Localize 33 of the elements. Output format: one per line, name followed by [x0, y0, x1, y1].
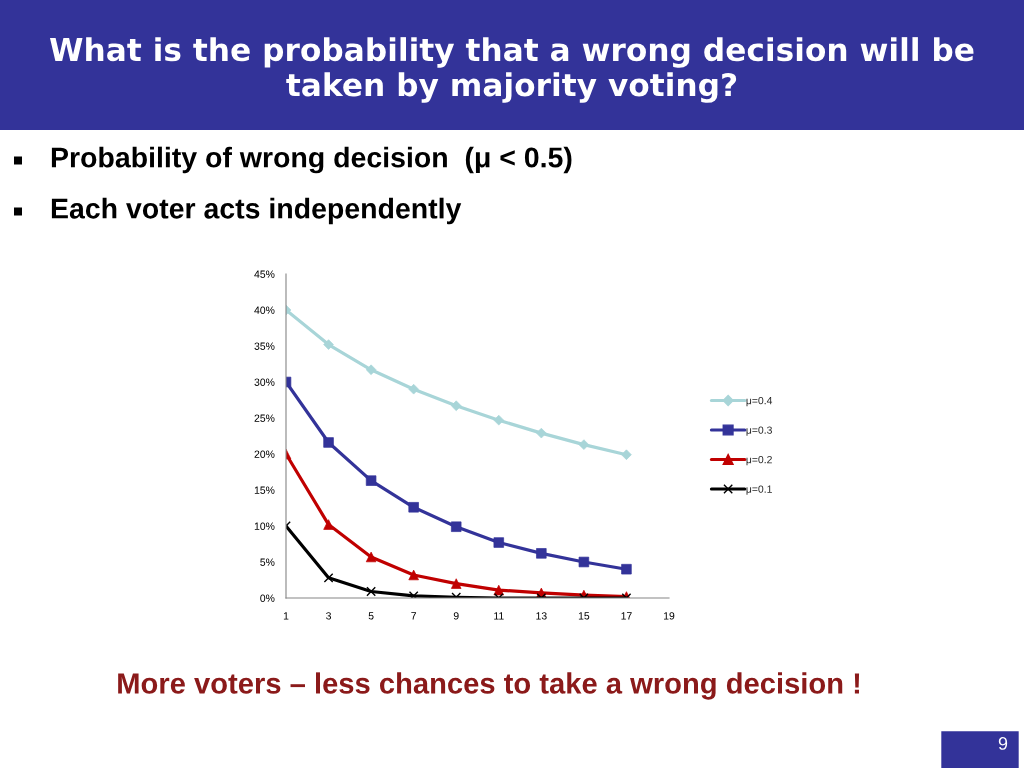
y-tick-label: 5% [260, 558, 275, 566]
chart-title: What is the probability that a wrong decision will be taken by majority voting? [49, 37, 974, 103]
point [536, 548, 547, 559]
x-tick-label: 17 [621, 612, 632, 620]
point [366, 586, 376, 597]
y-tick-label: 10% [254, 522, 275, 530]
y-tick-label: 45% [254, 270, 275, 278]
x-tick-label: 11 [494, 612, 504, 620]
point [451, 521, 462, 532]
text: 9 [998, 737, 1008, 750]
text: Probability of wrong decision (μ < 0.5) [51, 146, 572, 174]
x-tick-label: 1 [283, 612, 289, 620]
legend-label: μ=0.4 [746, 396, 773, 407]
y-tick-label: 20% [254, 450, 275, 458]
x-tick-label: 5 [368, 612, 374, 620]
text: Each voter acts independently [51, 197, 462, 225]
legend-label: μ=0.3 [746, 426, 772, 436]
x-tick-label: 13 [536, 612, 547, 620]
x-tick-label: 19 [664, 612, 675, 620]
y-tick-label: 30% [254, 378, 275, 386]
x-tick-label: 3 [326, 612, 331, 620]
x-tick-label: 15 [578, 612, 590, 620]
y-tick-label: 25% [254, 414, 275, 422]
point [323, 572, 334, 583]
text: More voters – less chances to take a wrong decision ! [118, 672, 860, 700]
y-tick-label: 15% [254, 486, 275, 494]
legend-label: μ=0.1 [746, 485, 772, 495]
x-tick-label: 7 [411, 612, 417, 620]
x-tick-label: 9 [453, 612, 459, 620]
y-tick-label: 0% [260, 594, 275, 602]
legend-label: μ=0.2 [746, 455, 772, 466]
y-tick-label: 35% [254, 342, 275, 350]
y-tick-label: 40% [254, 306, 275, 314]
